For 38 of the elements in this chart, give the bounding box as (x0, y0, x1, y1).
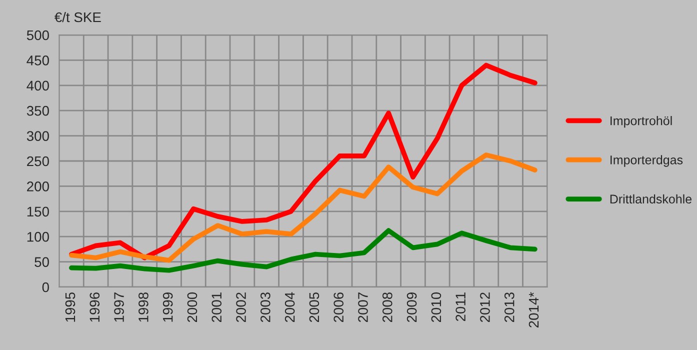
x-tick-label: 2012 (480, 292, 490, 322)
x-tick-label: 2006 (334, 292, 344, 322)
x-tick-label: 2000 (187, 292, 198, 322)
x-tick-label: 2009 (406, 292, 417, 322)
x-tick-label: 2001 (212, 292, 222, 322)
line-series (69, 228, 538, 273)
y-tick-label: 0 (42, 282, 49, 292)
x-tick-label: 2004 (284, 292, 295, 322)
line-series (69, 62, 538, 260)
x-tick-label: 2002 (236, 292, 246, 322)
x-tick-label: 1996 (90, 292, 100, 322)
x-tick-label: 1999 (162, 292, 173, 322)
y-tick-label: 100 (27, 232, 49, 242)
y-tick-label: 500 (26, 30, 49, 40)
legend-label: Drittlandskohle (610, 194, 692, 204)
y-tick-label: 400 (26, 80, 49, 91)
y-tick-label: 200 (27, 182, 49, 192)
y-tick-label: 300 (26, 131, 49, 141)
line-series (69, 152, 538, 263)
x-tick-label: 2008 (382, 292, 392, 322)
x-tick-label: 1998 (138, 292, 148, 322)
legend-label: Importrohöl (610, 116, 672, 128)
legend-label: Importerdgas (610, 155, 683, 167)
y-tick-label: 350 (26, 106, 49, 116)
x-tick-label: 2003 (260, 292, 270, 322)
y-tick-label: 250 (27, 156, 49, 166)
x-tick-label: 1997 (114, 292, 124, 322)
y-axis-title: €/t SKE (54, 12, 101, 22)
x-tick-label: 2011 (456, 292, 466, 322)
x-tick-label: 2007 (358, 292, 368, 322)
x-tick-label: 2005 (309, 292, 320, 322)
y-tick-label: 50 (34, 257, 49, 267)
x-tick-label: 1995 (65, 292, 76, 322)
y-tick-label: 450 (26, 56, 49, 66)
x-tick-label: 2010 (431, 292, 442, 322)
y-tick-label: 150 (27, 206, 49, 217)
x-tick-label: 2013 (504, 292, 514, 322)
x-tick-label: 2014* (528, 292, 539, 328)
